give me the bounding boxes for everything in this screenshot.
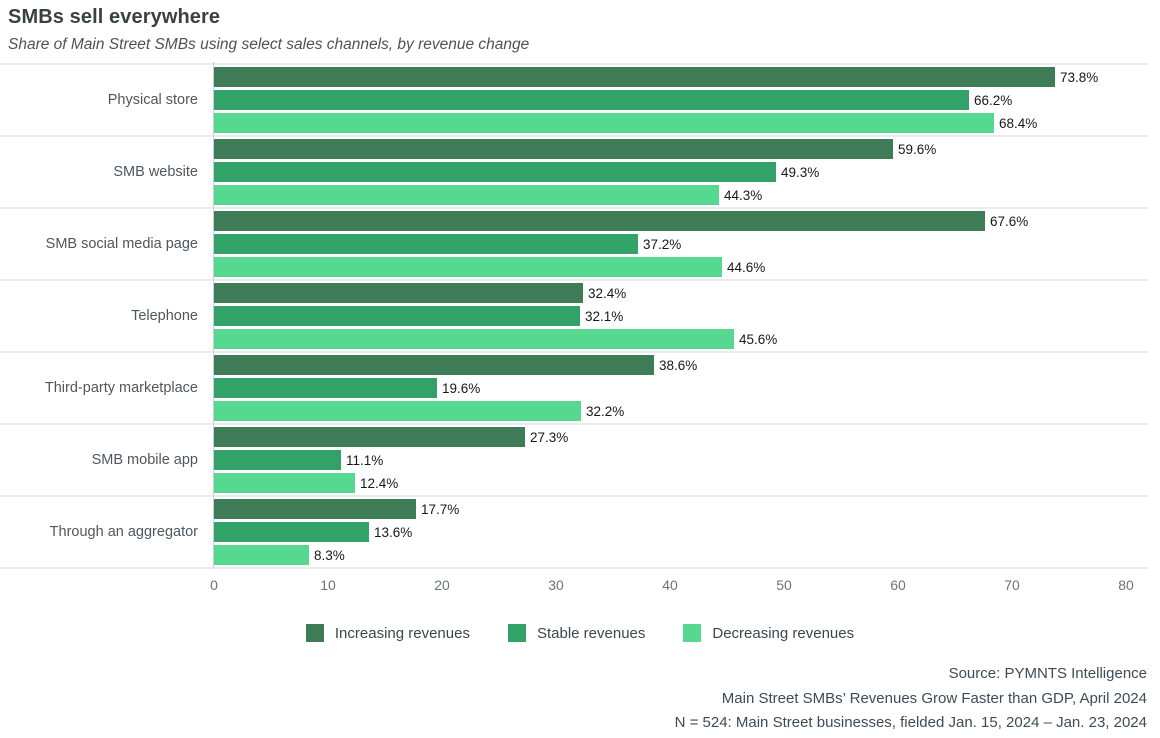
category-row: Physical store 73.8% 66.2% 68.4%	[0, 63, 1148, 135]
source-note: Source: PYMNTS Intelligence Main Street …	[675, 662, 1147, 736]
category-row: SMB website 59.6% 49.3% 44.3%	[0, 135, 1148, 207]
bar-value-label: 66.2%	[974, 92, 1013, 108]
x-axis-tick-label: 50	[776, 577, 792, 593]
x-axis-tick-label: 40	[662, 577, 678, 593]
bar-increasing-revenues	[214, 139, 893, 159]
bar-value-label: 32.2%	[586, 403, 625, 419]
bar-stable-revenues	[214, 378, 437, 398]
bar-value-label: 12.4%	[360, 475, 399, 491]
chart-header: SMBs sell everywhere Share of Main Stree…	[8, 6, 1108, 54]
source-line: Source: PYMNTS Intelligence	[948, 665, 1147, 682]
bar-stable-revenues	[214, 450, 341, 470]
category-label: Third-party marketplace	[44, 380, 198, 396]
category-row: SMB mobile app 27.3% 11.1% 12.4%	[0, 423, 1148, 495]
legend-item-increasing-revenues: Increasing revenues	[305, 624, 470, 642]
chart-title: SMBs sell everywhere	[8, 6, 221, 28]
bar-increasing-revenues	[214, 499, 416, 519]
bar-decreasing-revenues	[214, 329, 734, 349]
bar-stable-revenues	[214, 90, 969, 110]
bar-stable-revenues	[214, 522, 369, 542]
bar-value-label: 8.3%	[314, 547, 345, 563]
bar-increasing-revenues	[214, 283, 583, 303]
category-label: Physical store	[107, 92, 198, 108]
chart-subtitle: Share of Main Street SMBs using select s…	[8, 36, 530, 53]
report-line: Main Street SMBs’ Revenues Grow Faster t…	[721, 689, 1147, 707]
bar-decreasing-revenues	[214, 113, 994, 133]
chart-legend: Increasing revenues Stable revenues Decrea…	[0, 624, 1160, 642]
bar-stable-revenues	[214, 306, 580, 326]
x-axis-tick-label: 10	[320, 577, 336, 593]
category-row: Third-party marketplace 38.6% 19.6% 32.2%	[0, 351, 1148, 423]
x-axis-tick-label: 30	[548, 577, 564, 593]
category-label: SMB social media page	[45, 236, 198, 252]
x-axis-tick-label: 70	[1004, 577, 1020, 593]
bar-decreasing-revenues	[214, 257, 722, 277]
bar-value-label: 11.1%	[346, 452, 384, 468]
axis-baseline	[0, 567, 1148, 569]
category-row: SMB social media page 67.6% 37.2% 44.6%	[0, 207, 1148, 279]
bar-value-label: 44.6%	[727, 259, 766, 275]
y-axis-line	[213, 62, 214, 569]
bar-value-label: 37.2%	[643, 236, 682, 252]
x-axis-tick-label: 0	[210, 577, 218, 593]
bar-value-label: 49.3%	[781, 164, 820, 180]
category-label: Telephone	[131, 308, 198, 324]
bar-value-label: 73.8%	[1060, 69, 1099, 85]
bar-increasing-revenues	[214, 67, 1055, 87]
bar-stable-revenues	[214, 234, 638, 254]
bar-value-label: 59.6%	[898, 141, 937, 157]
legend-swatch-icon	[683, 624, 702, 642]
bar-value-label: 44.3%	[724, 187, 763, 203]
bar-value-label: 68.4%	[999, 115, 1038, 131]
bar-decreasing-revenues	[214, 185, 719, 205]
bar-value-label: 17.7%	[421, 501, 460, 517]
x-axis-tick-label: 20	[434, 577, 450, 593]
x-axis-tick-label: 80	[1118, 577, 1134, 593]
category-row: Telephone 32.4% 32.1% 45.6%	[0, 279, 1148, 351]
sample-line: N = 524: Main Street businesses, fielded…	[674, 714, 1147, 731]
bar-value-label: 27.3%	[530, 429, 569, 445]
legend-label: Decreasing revenues	[712, 624, 855, 642]
legend-swatch-icon	[305, 624, 324, 642]
bar-value-label: 38.6%	[659, 357, 698, 373]
bar-value-label: 13.6%	[374, 524, 413, 540]
legend-item-stable-revenues: Stable revenues	[507, 624, 646, 642]
category-label: SMB website	[113, 164, 198, 180]
category-label: SMB mobile app	[91, 452, 198, 468]
bar-increasing-revenues	[214, 355, 654, 375]
bar-decreasing-revenues	[214, 401, 581, 421]
bar-value-label: 19.6%	[442, 380, 481, 396]
category-label: Through an aggregator	[49, 524, 198, 540]
bar-increasing-revenues	[214, 427, 525, 447]
bar-value-label: 32.4%	[588, 285, 627, 301]
category-row: Through an aggregator 17.7% 13.6% 8.3%	[0, 495, 1148, 567]
bar-stable-revenues	[214, 162, 776, 182]
legend-item-decreasing-revenues: Decreasing revenues	[683, 624, 854, 642]
legend-swatch-icon	[507, 624, 526, 642]
legend-label: Increasing revenues	[334, 624, 470, 642]
bar-value-label: 32.1%	[585, 308, 624, 324]
bar-increasing-revenues	[214, 211, 985, 231]
bar-value-label: 67.6%	[990, 213, 1029, 229]
bar-decreasing-revenues	[214, 473, 355, 493]
x-axis-tick-label: 60	[890, 577, 906, 593]
bar-value-label: 45.6%	[739, 331, 778, 347]
bar-decreasing-revenues	[214, 545, 309, 565]
legend-label: Stable revenues	[536, 624, 646, 642]
